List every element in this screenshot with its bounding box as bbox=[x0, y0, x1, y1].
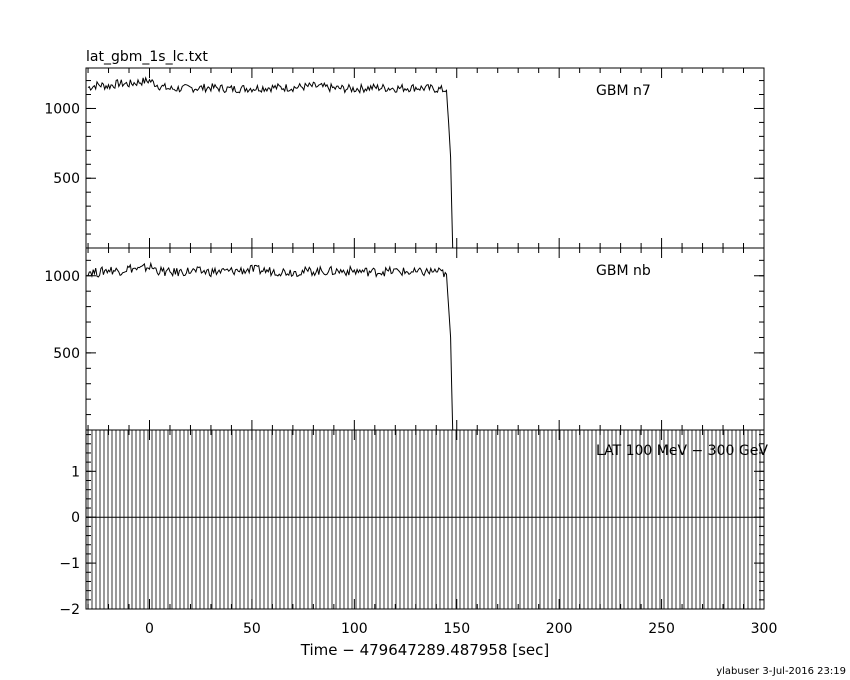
y-tick-label: 0 bbox=[71, 510, 80, 526]
x-axis-label: Time − 479647289.487958 [sec] bbox=[300, 641, 550, 659]
panel-label: GBM n7 bbox=[596, 83, 651, 99]
panel-ticks: 500 1000 bbox=[44, 248, 765, 430]
y-tick-label: 1 bbox=[71, 464, 80, 480]
panel-lat: −2 −1 0 1 LAT 100 MeV − 300 GeV bbox=[59, 429, 768, 618]
lightcurve-line-nb bbox=[87, 261, 454, 431]
panel-frame bbox=[85, 67, 765, 249]
y-tick-label: −2 bbox=[59, 602, 80, 618]
x-axis: 0 50 100 150 200 250 300 bbox=[145, 621, 777, 637]
y-tick-label: 1000 bbox=[44, 101, 80, 117]
panel-frame bbox=[85, 247, 765, 431]
panel-ticks: 500 1000 bbox=[44, 68, 765, 248]
x-tick-label: 250 bbox=[648, 621, 675, 637]
panel-gbm-nb: 500 1000 GBM nb bbox=[44, 247, 765, 431]
x-tick-label: 300 bbox=[751, 621, 778, 637]
y-tick-label: −1 bbox=[59, 556, 80, 572]
panel-frame bbox=[85, 429, 765, 610]
x-tick-label: 150 bbox=[443, 621, 470, 637]
lightcurve-line-n7 bbox=[87, 76, 454, 249]
x-tick-label: 200 bbox=[546, 621, 573, 637]
x-tick-label: 100 bbox=[341, 621, 368, 637]
y-tick-label: 500 bbox=[53, 346, 80, 362]
y-tick-label: 500 bbox=[53, 171, 80, 187]
file-title: lat_gbm_1s_lc.txt bbox=[86, 49, 208, 65]
x-tick-label: 50 bbox=[243, 621, 261, 637]
panel-label: LAT 100 MeV − 300 GeV bbox=[596, 443, 768, 459]
x-tick-label: 0 bbox=[145, 621, 154, 637]
panel-ticks: −2 −1 0 1 bbox=[59, 430, 765, 618]
y-tick-label: 1000 bbox=[44, 269, 80, 285]
footer-stamp: ylabuser 3-Jul-2016 23:19 bbox=[716, 666, 846, 677]
lat-hatch-pattern bbox=[87, 430, 761, 609]
panel-gbm-n7: 500 1000 GBM n7 bbox=[44, 67, 765, 249]
panel-label: GBM nb bbox=[596, 263, 651, 279]
